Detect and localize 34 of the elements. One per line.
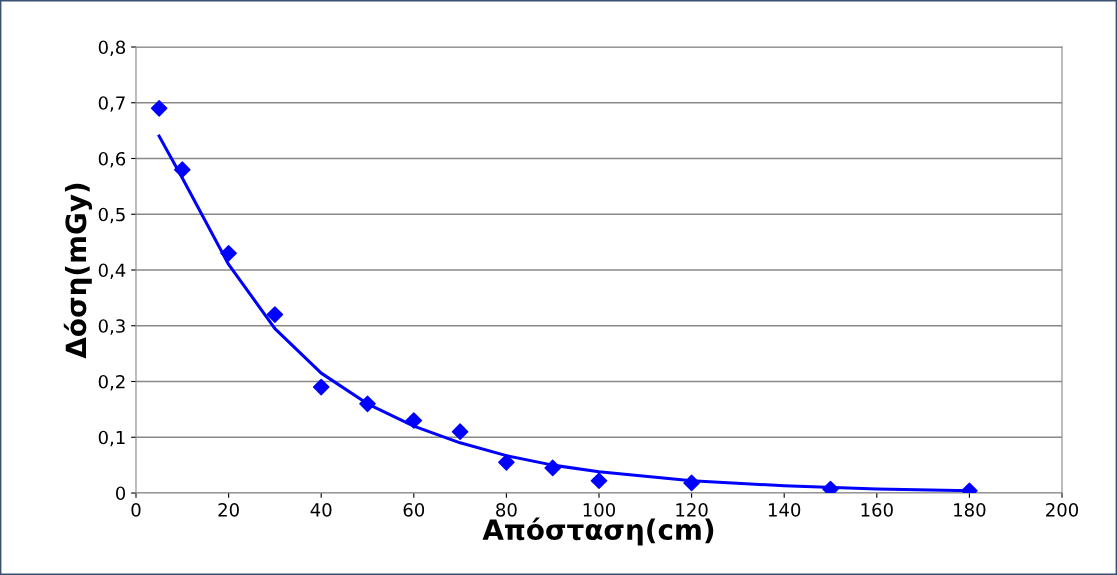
- x-tick-label: 140: [768, 503, 801, 517]
- y-tick-label: 0,7: [98, 96, 125, 112]
- point: [683, 474, 700, 492]
- point: [220, 244, 237, 262]
- x-tick-label: 80: [496, 503, 517, 517]
- y-tick-label: 0,2: [98, 374, 125, 391]
- y-tick-label: 0,1: [98, 430, 125, 447]
- point: [150, 100, 168, 117]
- point: [359, 395, 376, 413]
- x-tick-label: 120: [676, 503, 708, 517]
- x-axis-title: Απόσταση(cm): [482, 517, 714, 546]
- point: [312, 378, 330, 396]
- point: [173, 161, 191, 178]
- point: [544, 459, 562, 477]
- point: [498, 454, 515, 471]
- y-tick-label: 0,5: [98, 207, 125, 224]
- x-tick-label: 200: [1046, 503, 1079, 517]
- y-tick-label: 0,8: [98, 40, 126, 56]
- y-tick-label: 0,6: [98, 151, 126, 168]
- y-tick-label: 0,4: [98, 263, 126, 279]
- y-tick-label: 0,3: [98, 319, 125, 335]
- point: [405, 412, 423, 429]
- x-tick-label: 20: [218, 503, 239, 517]
- x-tick-label: 0: [131, 503, 141, 517]
- y-axis-title: Δόση(mGy): [63, 183, 93, 359]
- y-tick-label: 0: [115, 486, 126, 501]
- point: [590, 472, 608, 490]
- x-tick-label: 180: [954, 503, 986, 517]
- x-tick-label: 40: [310, 503, 332, 517]
- x-tick-label: 100: [583, 503, 616, 517]
- x-tick-label: 60: [403, 503, 425, 517]
- x-tick-label: 160: [861, 503, 893, 517]
- point: [266, 306, 284, 323]
- point: [451, 423, 469, 440]
